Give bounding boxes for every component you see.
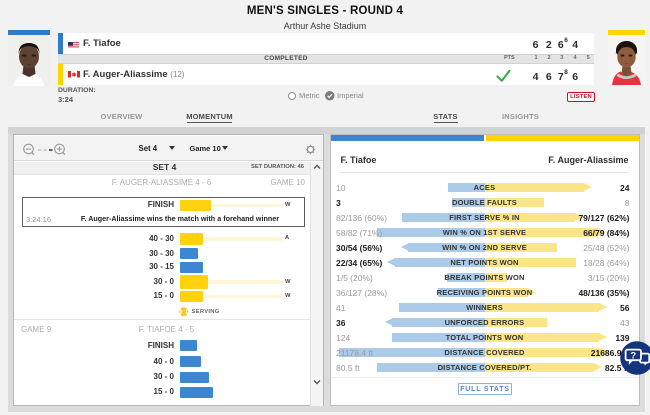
svg-text:?: ?	[630, 350, 636, 361]
